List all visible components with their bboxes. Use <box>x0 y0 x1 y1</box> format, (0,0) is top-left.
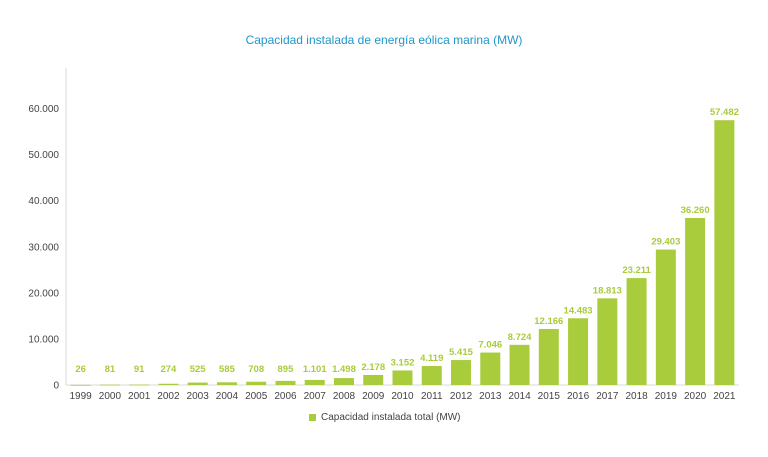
bar <box>392 370 413 385</box>
bar <box>129 384 150 386</box>
bar <box>568 318 589 385</box>
x-tick-label: 2002 <box>157 391 180 402</box>
data-label: 525 <box>190 364 207 375</box>
bar <box>626 278 647 385</box>
data-label: 26 <box>75 364 86 375</box>
x-tick-label: 2014 <box>508 391 531 402</box>
data-label: 18.813 <box>593 285 622 296</box>
data-label: 1.498 <box>332 364 356 375</box>
bar <box>480 352 501 385</box>
data-label: 29.403 <box>651 237 680 248</box>
x-tick-label: 2000 <box>99 391 122 402</box>
data-label: 4.119 <box>420 353 443 364</box>
bar <box>655 249 676 385</box>
x-tick-label: 1999 <box>70 391 93 402</box>
bar <box>216 382 237 385</box>
x-tick-label: 2017 <box>596 391 619 402</box>
y-tick-label: 40.000 <box>28 196 59 207</box>
data-label: 274 <box>160 364 177 375</box>
data-label: 23.211 <box>622 265 651 276</box>
x-tick-label: 2005 <box>245 391 268 402</box>
x-tick-label: 2001 <box>128 391 151 402</box>
x-tick-label: 2009 <box>362 391 385 402</box>
data-label: 12.166 <box>534 316 563 327</box>
bar <box>246 381 267 385</box>
bar <box>538 328 559 385</box>
x-tick-label: 2011 <box>421 391 443 402</box>
y-tick-label: 50.000 <box>28 150 59 161</box>
bar <box>714 120 735 385</box>
bar <box>421 366 442 385</box>
bar <box>451 360 472 385</box>
y-tick-label: 20.000 <box>28 288 59 299</box>
x-tick-label: 2004 <box>216 391 239 402</box>
data-label: 14.483 <box>564 305 593 316</box>
bar <box>509 344 530 385</box>
bar <box>333 378 354 385</box>
legend: Capacidad instalada total (MW) <box>309 412 461 423</box>
data-label: 3.152 <box>391 357 415 368</box>
data-label: 36.260 <box>681 205 710 216</box>
bar <box>99 384 120 386</box>
data-label: 81 <box>105 364 116 375</box>
y-tick-label: 0 <box>53 381 59 392</box>
data-label: 8.724 <box>508 332 532 343</box>
x-tick-label: 2021 <box>713 391 736 402</box>
data-label: 7.046 <box>478 340 502 351</box>
x-tick-label: 2007 <box>304 391 327 402</box>
y-tick-label: 60.000 <box>28 104 59 115</box>
bar <box>70 384 91 386</box>
data-label: 5.415 <box>449 347 473 358</box>
bar <box>685 217 706 385</box>
x-tick-label: 2016 <box>567 391 590 402</box>
y-tick-label: 30.000 <box>28 242 59 253</box>
data-label: 1.101 <box>303 364 327 375</box>
x-tick-label: 2012 <box>450 391 473 402</box>
bar <box>275 380 296 385</box>
x-tick-label: 2006 <box>274 391 297 402</box>
bar <box>304 379 325 385</box>
data-label: 585 <box>219 364 236 375</box>
x-tick-label: 2010 <box>391 391 414 402</box>
chart-title: Capacidad instalada de energía eólica ma… <box>245 33 523 47</box>
data-label: 708 <box>248 364 264 375</box>
bar <box>158 383 179 385</box>
legend-label: Capacidad instalada total (MW) <box>321 412 461 423</box>
y-tick-label: 10.000 <box>28 334 59 345</box>
x-tick-label: 2003 <box>187 391 210 402</box>
data-label: 2.178 <box>361 362 385 373</box>
bar <box>597 298 618 385</box>
bar <box>187 382 208 385</box>
x-tick-label: 2013 <box>479 391 502 402</box>
x-tick-label: 2015 <box>538 391 561 402</box>
legend-swatch <box>309 414 316 421</box>
data-label: 91 <box>134 364 145 375</box>
x-tick-label: 2020 <box>684 391 707 402</box>
x-tick-label: 2008 <box>333 391 356 402</box>
data-label: 895 <box>278 364 295 375</box>
x-tick-label: 2019 <box>655 391 678 402</box>
data-label: 57.482 <box>710 107 739 118</box>
x-tick-label: 2018 <box>625 391 648 402</box>
bar <box>363 374 384 385</box>
